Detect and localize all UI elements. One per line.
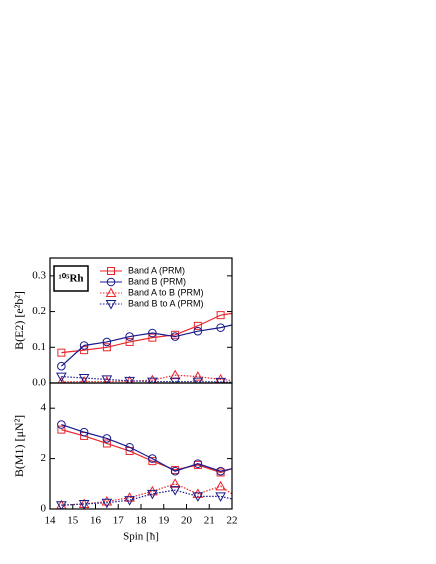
- marker: [216, 323, 225, 332]
- marker: [169, 377, 181, 383]
- marker: [124, 376, 135, 383]
- annotation-box: [53, 265, 89, 292]
- y-tick-label: 0.0: [32, 377, 46, 389]
- marker: [193, 321, 202, 330]
- x-tick-label: 21: [204, 515, 215, 527]
- marker: [240, 318, 248, 326]
- marker: [125, 332, 134, 341]
- plot-area: [56, 420, 248, 509]
- marker: [102, 434, 112, 443]
- marker: [239, 377, 248, 385]
- legend-label: Band A (PRM): [128, 265, 185, 275]
- marker: [193, 326, 203, 336]
- marker: [102, 376, 111, 383]
- marker: [169, 486, 181, 496]
- marker: [192, 492, 204, 502]
- marker: [169, 478, 181, 488]
- marker: [101, 375, 113, 383]
- marker: [169, 369, 181, 380]
- marker: [170, 332, 180, 341]
- marker: [192, 377, 204, 383]
- marker: [147, 374, 158, 383]
- y-tick-label: 0.2: [32, 305, 46, 317]
- marker: [80, 376, 89, 383]
- legend-label: Band B to A (PRM): [128, 298, 204, 308]
- marker: [57, 420, 66, 429]
- marker: [170, 466, 180, 476]
- x-tick-label: 15: [67, 515, 79, 527]
- x-tick-label: 16: [90, 515, 102, 527]
- axes-frame: [49, 382, 233, 510]
- y-tick-label: 0.1: [32, 341, 46, 353]
- marker: [57, 348, 66, 357]
- marker: [148, 454, 157, 463]
- y-tick-label: 0: [41, 503, 47, 515]
- series-line: [61, 374, 232, 383]
- marker: [57, 376, 66, 383]
- plot-area: [56, 308, 248, 387]
- x-tick-label: 17: [113, 515, 125, 527]
- y-axis-label: B(E2) [e²b²]: [12, 291, 26, 350]
- marker: [105, 287, 117, 297]
- marker: [102, 439, 111, 448]
- y-tick-label: 4: [41, 402, 47, 414]
- marker: [147, 377, 158, 383]
- marker: [240, 308, 247, 315]
- x-tick-label: 19: [158, 515, 170, 527]
- marker: [215, 492, 226, 502]
- marker: [107, 267, 115, 275]
- marker: [239, 497, 248, 505]
- marker: [240, 461, 247, 468]
- marker: [106, 277, 116, 287]
- marker: [125, 337, 134, 346]
- marker: [102, 343, 111, 352]
- x-axis-label: Spin [ħ]: [123, 531, 159, 543]
- marker: [193, 459, 203, 468]
- marker: [192, 371, 204, 381]
- marker: [239, 379, 248, 387]
- marker: [57, 361, 66, 371]
- marker: [102, 337, 112, 347]
- marker: [57, 425, 66, 434]
- series-line: [61, 375, 232, 383]
- marker: [239, 498, 248, 506]
- marker: [215, 480, 226, 491]
- annotation: ¹⁰⁵Rh: [58, 273, 83, 285]
- marker: [240, 462, 248, 470]
- y-tick-label: 2: [41, 452, 47, 464]
- series-line: [61, 312, 232, 354]
- legend-label: Band A to B (PRM): [128, 287, 204, 297]
- x-tick-label: 22: [227, 515, 238, 527]
- marker: [78, 374, 90, 383]
- marker: [101, 495, 113, 506]
- marker: [101, 498, 113, 509]
- marker: [125, 442, 134, 452]
- marker: [148, 333, 157, 342]
- series-line: [60, 324, 232, 367]
- marker: [79, 341, 89, 350]
- series-line: [61, 429, 232, 474]
- series-line: [61, 424, 232, 472]
- marker: [79, 427, 89, 437]
- marker: [124, 496, 135, 506]
- marker: [148, 328, 157, 338]
- marker: [147, 489, 158, 500]
- marker: [80, 346, 89, 355]
- series-line: [61, 489, 232, 506]
- x-tick-label: 18: [136, 515, 148, 527]
- y-tick-label: 0.3: [32, 269, 46, 281]
- x-tick-label: 20: [181, 515, 193, 527]
- marker: [216, 311, 225, 320]
- marker: [105, 300, 117, 310]
- y-axis-label: B(M1) [μN²]: [12, 415, 26, 477]
- marker: [56, 372, 67, 383]
- x-tick-label: 14: [45, 515, 57, 527]
- marker: [216, 466, 225, 476]
- legend-label: Band B (PRM): [128, 276, 186, 286]
- marker: [78, 499, 90, 509]
- marker: [56, 501, 67, 509]
